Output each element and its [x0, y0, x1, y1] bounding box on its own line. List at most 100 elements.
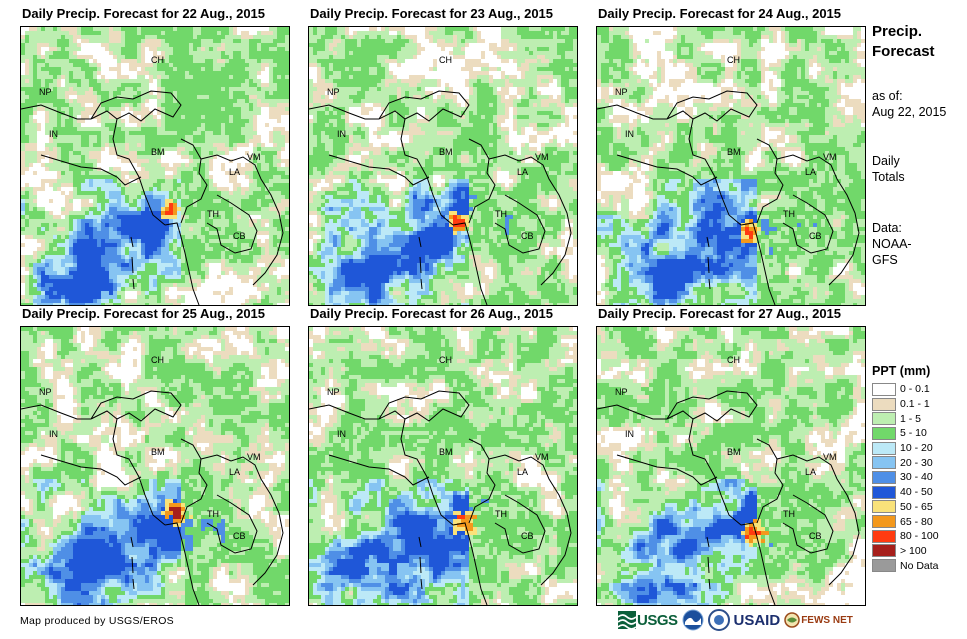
legend-swatch [872, 426, 896, 440]
map-credit: Map produced by USGS/EROS [20, 615, 174, 627]
sidebar-title-line2: Forecast [872, 42, 967, 62]
usgs-logo: USGS [618, 611, 678, 629]
country-label-in: IN [337, 429, 346, 439]
data-source-line1: Data: [872, 220, 967, 236]
country-label-in: IN [625, 429, 634, 439]
legend-swatch [872, 397, 896, 411]
legend-row: 80 - 100 [872, 529, 967, 544]
usgs-wave-icon [618, 611, 636, 629]
country-label-ch: CH [727, 55, 740, 65]
country-label-np: NP [39, 87, 52, 97]
country-label-vm: VM [535, 452, 549, 462]
doc-seal-logo [707, 609, 730, 631]
country-label-vm: VM [823, 152, 837, 162]
precip-field [309, 27, 577, 305]
legend-label: 0 - 0.1 [900, 383, 930, 395]
legend-swatch [872, 515, 896, 529]
noaa-logo [682, 609, 704, 631]
precip-field [309, 327, 577, 605]
totals-line2: Totals [872, 169, 967, 185]
country-labels: CH NP IN BM LA VM TH CB [615, 355, 837, 541]
map-svg: CH NP IN BM LA VM TH CB [21, 27, 289, 305]
precip-map-25: CH NP IN BM LA VM TH CB [20, 326, 290, 606]
asof-label: as of: [872, 88, 967, 104]
precip-field [21, 327, 289, 605]
legend-row: 0 - 0.1 [872, 382, 967, 397]
country-label-bm: BM [727, 447, 741, 457]
country-labels: CH NP IN BM LA VM TH CB [39, 355, 261, 541]
country-label-th: TH [783, 509, 795, 519]
panel-title: Daily Precip. Forecast for 22 Aug., 2015 [22, 6, 265, 21]
country-borders [597, 90, 860, 305]
country-label-np: NP [327, 387, 340, 397]
legend-label: 50 - 65 [900, 501, 933, 513]
legend-row: 30 - 40 [872, 470, 967, 485]
legend-label: 65 - 80 [900, 516, 933, 528]
country-label-cb: CB [809, 531, 822, 541]
data-source-line3: GFS [872, 252, 967, 268]
legend-row: No Data [872, 558, 967, 573]
country-labels: CH NP IN BM LA VM TH CB [327, 355, 549, 541]
country-label-bm: BM [439, 147, 453, 157]
legend-swatch [872, 382, 896, 396]
precip-field [597, 327, 865, 605]
country-label-np: NP [615, 387, 628, 397]
country-label-th: TH [783, 209, 795, 219]
country-label-la: LA [229, 467, 240, 477]
legend-row: 40 - 50 [872, 485, 967, 500]
country-label-th: TH [207, 509, 219, 519]
legend-row: 0.1 - 1 [872, 397, 967, 412]
country-label-ch: CH [151, 55, 164, 65]
legend-row: 20 - 30 [872, 455, 967, 470]
legend-swatch [872, 559, 896, 573]
country-label-la: LA [805, 167, 816, 177]
country-borders [597, 390, 860, 605]
usgs-logo-text: USGS [637, 612, 678, 629]
map-svg: CH NP IN BM LA VM TH CB [21, 327, 289, 605]
country-label-ch: CH [727, 355, 740, 365]
precip-field [597, 27, 865, 305]
fewsnet-globe-icon [784, 612, 800, 628]
country-label-th: TH [495, 509, 507, 519]
fewsnet-logo: FEWS NET [784, 612, 853, 628]
precip-map-23: CH NP IN BM LA VM TH CB [308, 26, 578, 306]
ppt-legend: PPT (mm) 0 - 0.1 0.1 - 1 1 - 5 5 - 10 10 - 2… [872, 364, 967, 573]
country-borders [309, 90, 572, 305]
legend-label: 40 - 50 [900, 486, 933, 498]
legend-swatch [872, 470, 896, 484]
legend-rows: 0 - 0.1 0.1 - 1 1 - 5 5 - 10 10 - 20 20 - 30 3… [872, 382, 967, 573]
legend-row: 65 - 80 [872, 514, 967, 529]
precip-field [21, 27, 289, 305]
map-svg: CH NP IN BM LA VM TH CB [309, 27, 577, 305]
country-borders [21, 390, 284, 605]
legend-label: 30 - 40 [900, 471, 933, 483]
data-source-line2: NOAA- [872, 236, 967, 252]
country-label-ch: CH [439, 355, 452, 365]
legend-row: 10 - 20 [872, 441, 967, 456]
sidebar-title-line1: Precip. [872, 22, 967, 42]
country-label-bm: BM [727, 147, 741, 157]
fewsnet-logo-text: FEWS NET [801, 615, 853, 626]
usaid-logo-text: USAID [734, 612, 781, 629]
panel-title: Daily Precip. Forecast for 27 Aug., 2015 [598, 306, 841, 321]
asof-date: Aug 22, 2015 [872, 104, 967, 120]
country-labels: CH NP IN BM LA VM TH CB [39, 55, 261, 241]
legend-label: 0.1 - 1 [900, 398, 930, 410]
country-labels: CH NP IN BM LA VM TH CB [615, 55, 837, 241]
country-borders [21, 90, 284, 305]
legend-label: 80 - 100 [900, 530, 939, 542]
legend-swatch [872, 529, 896, 543]
country-label-vm: VM [535, 152, 549, 162]
country-label-in: IN [625, 129, 634, 139]
legend-label: 5 - 10 [900, 427, 927, 439]
country-label-in: IN [49, 429, 58, 439]
country-label-bm: BM [439, 447, 453, 457]
legend-swatch [872, 456, 896, 470]
country-label-np: NP [615, 87, 628, 97]
country-label-la: LA [229, 167, 240, 177]
legend-swatch [872, 412, 896, 426]
country-label-np: NP [39, 387, 52, 397]
country-label-la: LA [517, 467, 528, 477]
precip-map-27: CH NP IN BM LA VM TH CB [596, 326, 866, 606]
country-labels: CH NP IN BM LA VM TH CB [327, 55, 549, 241]
